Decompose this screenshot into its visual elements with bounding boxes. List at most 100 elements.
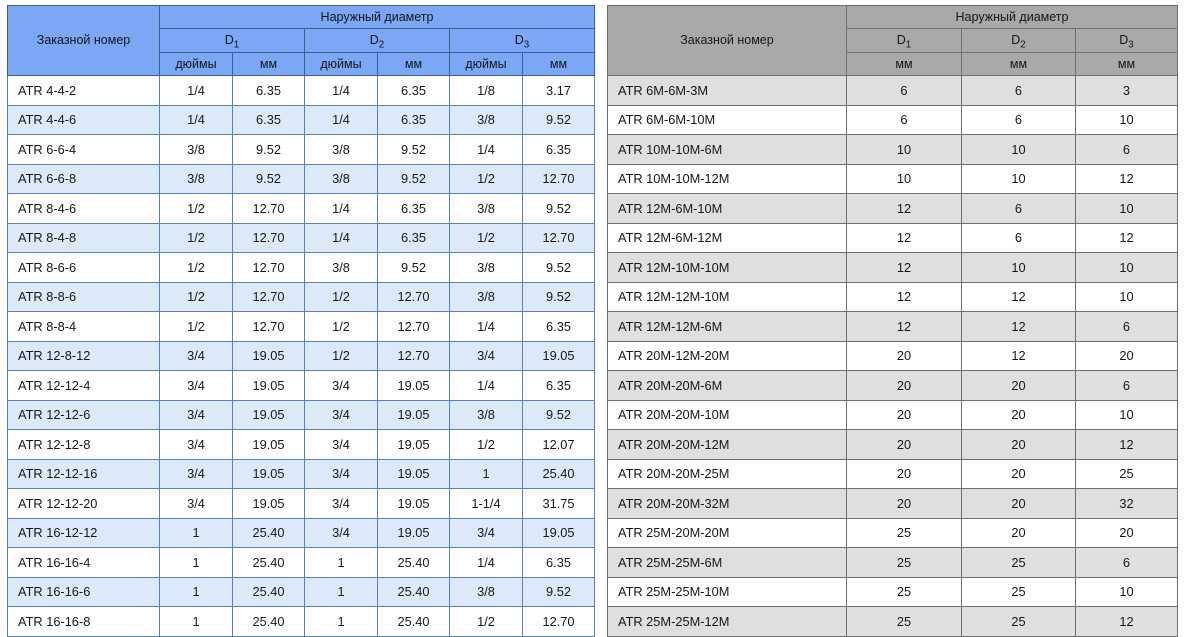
cell-value: 3/4 bbox=[304, 517, 378, 549]
cell-text: 20 bbox=[1011, 377, 1026, 393]
cell-order-number: ATR 12-12-20 bbox=[7, 488, 160, 519]
header-row-dimensions: D1 D2 D3 bbox=[8, 28, 596, 53]
cell-value: 1 bbox=[159, 547, 233, 578]
cell-value: 12.70 bbox=[377, 340, 450, 372]
cell-text: 25.40 bbox=[397, 584, 430, 600]
cell-order-number: ATR 25M-25M-10M bbox=[606, 576, 847, 608]
cell-text: 9.52 bbox=[546, 259, 571, 275]
cell-text: 19.05 bbox=[397, 377, 430, 393]
cell-text: 19.05 bbox=[252, 407, 285, 423]
cell-text: 3/8 bbox=[477, 259, 495, 275]
cell-order-number: ATR 25M-20M-20M bbox=[606, 517, 847, 549]
cell-value: 10 bbox=[1074, 281, 1179, 313]
cell-value: 1/2 bbox=[159, 311, 233, 342]
cell-value: 6 bbox=[960, 222, 1076, 254]
cell-value: 1/4 bbox=[304, 193, 378, 224]
cell-text: 20 bbox=[1011, 466, 1026, 482]
cell-text: 1/2 bbox=[477, 230, 495, 246]
cell-text: 3/8 bbox=[477, 112, 495, 128]
cell-value: 6 bbox=[960, 104, 1076, 136]
metric-table-head: Заказной номер Наружный диаметр D1 D2 D3… bbox=[606, 4, 1179, 77]
cell-value: 12.70 bbox=[521, 606, 596, 637]
cell-text: 12.70 bbox=[252, 230, 285, 246]
cell-value: 3/8 bbox=[449, 193, 523, 224]
cell-value: 10 bbox=[1074, 104, 1179, 136]
cell-text: 3/4 bbox=[332, 436, 350, 452]
cell-text: 20 bbox=[896, 466, 912, 482]
cell-order-number: ATR 12-8-12 bbox=[7, 340, 160, 372]
cell-text: 3/8 bbox=[477, 200, 495, 216]
cell-text: 19.05 bbox=[397, 466, 430, 482]
cell-text: 6 bbox=[1014, 82, 1023, 98]
cell-text: 1/4 bbox=[332, 200, 350, 216]
cell-value: 3/8 bbox=[159, 134, 233, 165]
cell-value: 3/8 bbox=[449, 281, 523, 313]
table-row: ATR 8-6-6 1/2 12.70 3/8 9.52 3/8 9.52 bbox=[7, 252, 596, 283]
cell-value: 3/8 bbox=[304, 252, 378, 283]
cell-order-number: ATR 8-4-8 bbox=[7, 222, 160, 254]
cell-value: 9.52 bbox=[521, 281, 596, 313]
cell-text: 10 bbox=[1119, 584, 1134, 600]
cell-value: 19.05 bbox=[377, 399, 450, 431]
cell-order-number: ATR 12M-12M-6M bbox=[606, 311, 847, 342]
cell-text: 1/2 bbox=[477, 613, 495, 629]
table-row: ATR 12-12-4 3/4 19.05 3/4 19.05 1/4 6.35 bbox=[7, 370, 596, 401]
cell-value: 1/4 bbox=[449, 311, 523, 342]
cell-text: 9.52 bbox=[401, 259, 426, 275]
cell-value: 1 bbox=[304, 547, 378, 578]
cell-text: ATR 25M-25M-12M bbox=[617, 613, 730, 629]
cell-text: 1/4 bbox=[332, 82, 350, 98]
cell-value: 12.07 bbox=[521, 429, 596, 460]
cell-text: ATR 12-12-16 bbox=[18, 466, 98, 482]
cell-text: 10 bbox=[896, 171, 912, 187]
cell-text: 3/8 bbox=[477, 289, 495, 305]
header-d3: D3 bbox=[1074, 28, 1179, 53]
cell-value: 25.40 bbox=[232, 576, 305, 608]
cell-text: ATR 12M-12M-6M bbox=[617, 318, 723, 334]
cell-text: 6 bbox=[1122, 554, 1131, 570]
cell-text: 32 bbox=[1119, 495, 1134, 511]
cell-text: 25 bbox=[896, 525, 912, 541]
cell-order-number: ATR 8-6-6 bbox=[7, 252, 160, 283]
header-d2: D2 bbox=[960, 28, 1076, 53]
cell-text: 25 bbox=[896, 584, 912, 600]
cell-value: 1-1/4 bbox=[449, 488, 523, 519]
cell-text: 1/2 bbox=[187, 289, 205, 305]
cell-order-number: ATR 12M-10M-10M bbox=[606, 252, 847, 283]
cell-value: 12.70 bbox=[232, 311, 305, 342]
cell-value: 3/4 bbox=[159, 399, 233, 431]
table-row: ATR 12-12-16 3/4 19.05 3/4 19.05 1 25.40 bbox=[7, 458, 596, 490]
cell-text: ATR 25M-20M-20M bbox=[617, 525, 730, 541]
cell-text: 1 bbox=[337, 554, 345, 570]
cell-value: 10 bbox=[1074, 399, 1179, 431]
cell-value: 1/4 bbox=[304, 222, 378, 254]
cell-value: 25 bbox=[845, 576, 962, 608]
cell-order-number: ATR 8-8-6 bbox=[7, 281, 160, 313]
cell-value: 6 bbox=[1074, 134, 1179, 165]
table-row: ATR 12-12-6 3/4 19.05 3/4 19.05 3/8 9.52 bbox=[7, 399, 596, 431]
cell-text: 12.70 bbox=[397, 318, 430, 334]
cell-text: 3/4 bbox=[332, 495, 350, 511]
header-d1-mm: мм bbox=[232, 51, 305, 77]
table-row: ATR 6-6-8 3/8 9.52 3/8 9.52 1/2 12.70 bbox=[7, 163, 596, 195]
cell-value: 9.52 bbox=[377, 252, 450, 283]
cell-value: 10 bbox=[960, 134, 1076, 165]
table-row: ATR 25M-25M-12M 25 25 12 bbox=[606, 606, 1179, 637]
cell-text: 1/4 bbox=[332, 112, 350, 128]
cell-value: 6.35 bbox=[521, 547, 596, 578]
cell-value: 19.05 bbox=[377, 488, 450, 519]
cell-text: 12.70 bbox=[252, 200, 285, 216]
cell-value: 1/2 bbox=[449, 222, 523, 254]
cell-value: 12 bbox=[960, 311, 1076, 342]
header-d1: D1 bbox=[845, 28, 962, 53]
cell-text: 6.35 bbox=[256, 82, 281, 98]
cell-text: 25.40 bbox=[397, 613, 430, 629]
cell-value: 6.35 bbox=[521, 370, 596, 401]
cell-text: 6.35 bbox=[401, 230, 426, 246]
cell-value: 1/2 bbox=[449, 429, 523, 460]
cell-text: 25 bbox=[896, 554, 912, 570]
cell-value: 3/8 bbox=[159, 163, 233, 195]
cell-text: 6 bbox=[1122, 377, 1131, 393]
cell-value: 25.40 bbox=[377, 576, 450, 608]
